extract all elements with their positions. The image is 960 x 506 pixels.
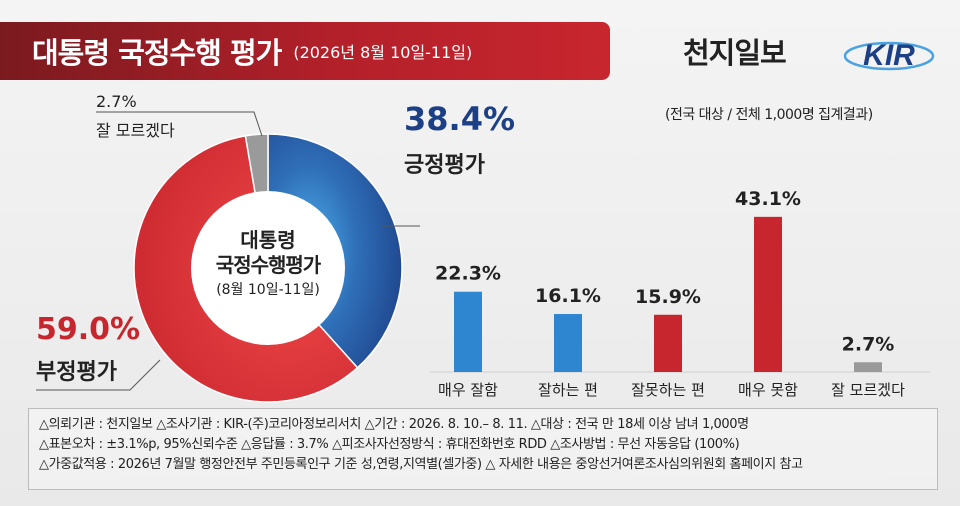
unknown-percent: 2.7% <box>96 92 137 111</box>
unknown-label: 잘 모르겠다 <box>96 121 175 140</box>
negative-percent: 59.0% <box>36 312 141 347</box>
bar-category-label-3: 매우 못함 <box>738 381 798 399</box>
bar-3 <box>754 216 782 372</box>
donut-hole <box>191 191 345 345</box>
page-title: 대통령 국정수행 평가 <box>32 36 282 70</box>
brand-name: 천지일보 <box>683 36 787 70</box>
bar-category-label-4: 잘 모르겠다 <box>831 381 905 399</box>
donut-chart <box>36 111 420 403</box>
positive-percent: 38.4% <box>404 100 516 138</box>
bar-value-label-3: 43.1% <box>735 188 801 210</box>
page-subtitle: (2026년 8월 10일-11일) <box>293 43 473 62</box>
bar-value-label-1: 16.1% <box>535 285 601 307</box>
donut-center-label: 대통령 국정수행평가 (8월 10일-11일) <box>203 228 333 302</box>
kir-logo: KIR <box>843 39 935 72</box>
logo-text: KIR <box>863 39 915 72</box>
survey-note: (전국 대상 / 전체 1,000명 집계결과) <box>665 107 873 123</box>
bar-value-label-0: 22.3% <box>435 263 501 285</box>
negative-label: 부정평가 <box>36 360 117 385</box>
center-line-3: (8월 10일-11일) <box>216 282 320 298</box>
logo-orbit <box>843 41 935 71</box>
footer-line-3: △가중값적용 : 2026년 7월말 행정안전부 주민등록인구 기준 성,연령,… <box>39 457 803 472</box>
bar-chart: 22.3% 매우 잘함 16.1% 잘하는 편 15.9% 잘못하는 편 43.1% 매우 못… <box>430 188 930 399</box>
bar-4 <box>854 362 882 372</box>
center-line-1: 대통령 <box>240 228 296 252</box>
leader-line-negative <box>36 359 161 391</box>
bar-category-label-2: 잘못하는 편 <box>631 381 705 399</box>
bar-value-label-4: 2.7% <box>842 333 895 355</box>
center-line-2: 국정수행평가 <box>215 253 321 277</box>
bar-0 <box>454 291 482 372</box>
survey-footer: △의뢰기관 : 천지일보 △조사기관 : KIR-(주)코리아정보리서치 △기간… <box>28 408 938 490</box>
title-banner: 대통령 국정수행 평가 (2026년 8월 10일-11일) <box>0 22 610 80</box>
bar-1 <box>554 314 582 372</box>
leader-line-unknown <box>96 111 263 137</box>
footer-line-1: △의뢰기관 : 천지일보 △조사기관 : KIR-(주)코리아정보리서치 △기간… <box>39 417 749 432</box>
bar-category-label-0: 매우 잘함 <box>438 381 498 399</box>
positive-label: 긍정평가 <box>404 153 485 178</box>
bar-value-label-2: 15.9% <box>635 286 701 308</box>
bar-category-label-1: 잘하는 편 <box>538 381 598 399</box>
footer-line-2: △표본오차 : ±3.1%p, 95%신뢰수준 △응답률 : 3.7% △피조사… <box>39 437 740 452</box>
bar-2 <box>654 314 682 372</box>
